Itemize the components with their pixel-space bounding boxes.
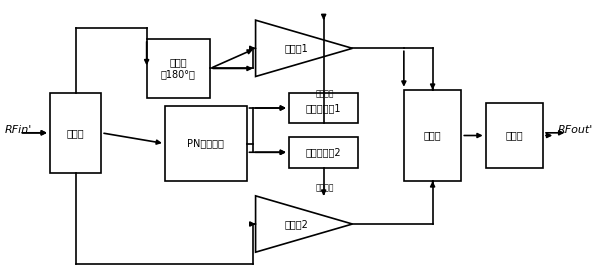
Text: 电源调制器1: 电源调制器1 — [306, 103, 342, 113]
Text: 低噪放2: 低噪放2 — [285, 219, 308, 229]
Bar — [289, 137, 359, 168]
Text: 合成器: 合成器 — [424, 131, 441, 140]
Polygon shape — [255, 20, 353, 76]
Polygon shape — [255, 196, 353, 252]
Bar — [486, 103, 543, 168]
Text: 低噪放1: 低噪放1 — [285, 43, 308, 53]
Text: 电源调制器2: 电源调制器2 — [306, 147, 342, 157]
Text: 功分器: 功分器 — [67, 128, 85, 138]
Bar — [147, 39, 210, 98]
Text: 滤波器: 滤波器 — [505, 131, 523, 140]
Text: RFin': RFin' — [4, 125, 32, 135]
Text: 漏极供电: 漏极供电 — [316, 183, 334, 192]
Text: PN码配置器: PN码配置器 — [187, 138, 224, 149]
Bar — [404, 90, 461, 181]
Bar — [50, 93, 102, 173]
Bar — [289, 93, 359, 123]
Text: 漏极供电: 漏极供电 — [316, 89, 334, 98]
Text: RFout': RFout' — [558, 125, 593, 135]
Bar — [165, 106, 246, 181]
Text: 移相器
（180°）: 移相器 （180°） — [161, 58, 196, 79]
